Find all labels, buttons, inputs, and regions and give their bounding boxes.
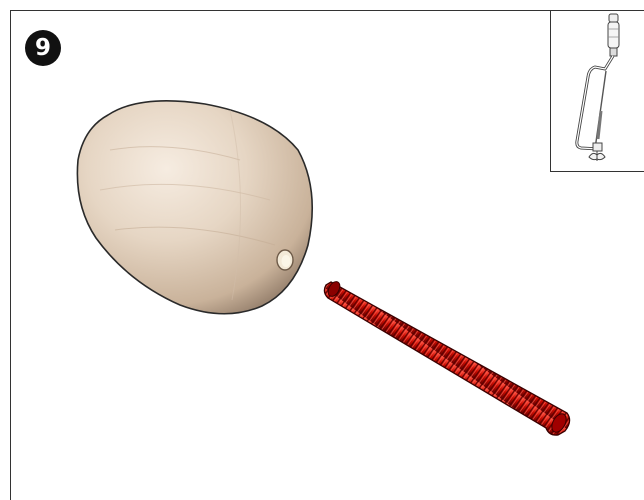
threaded-rod-icon [323, 281, 571, 436]
assembled-tool-icon [575, 13, 620, 161]
wooden-knob-icon [76, 100, 313, 315]
step-frame [10, 10, 644, 500]
assembly-inset [550, 10, 644, 172]
step-number-badge: 9 [25, 30, 61, 66]
